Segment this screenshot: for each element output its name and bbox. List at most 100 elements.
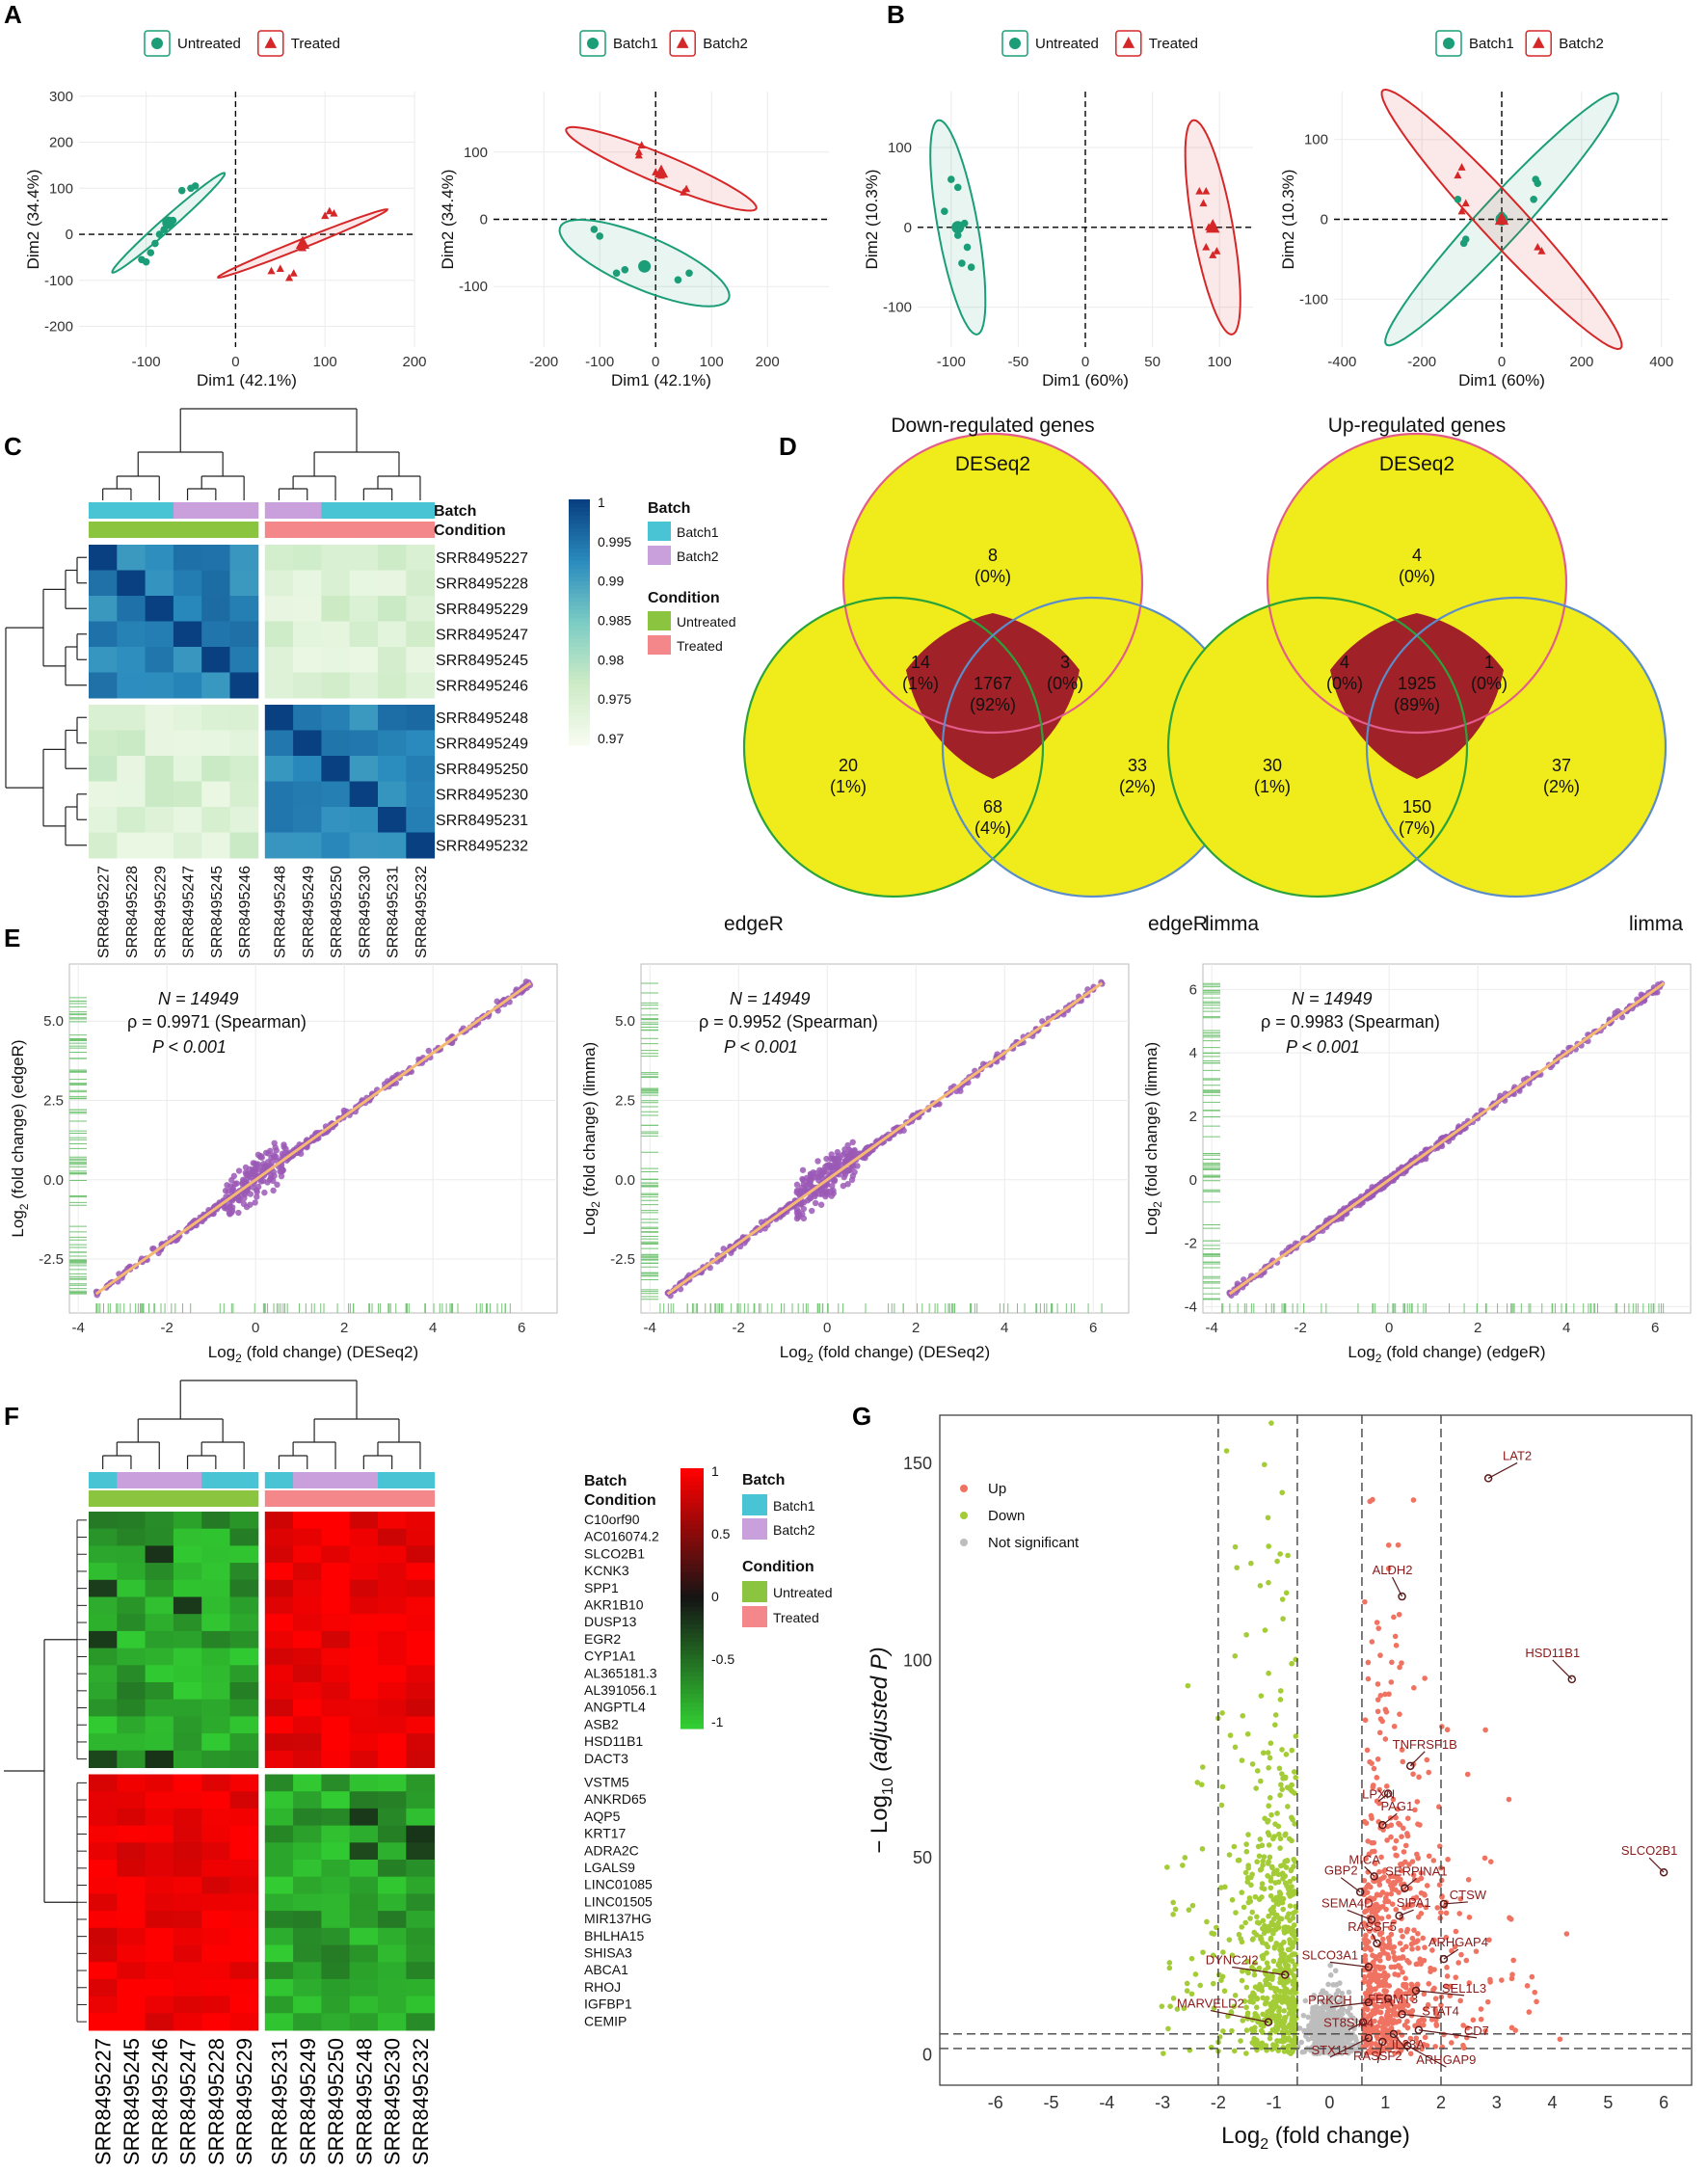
point-up xyxy=(1402,1975,1408,1982)
heatmap-cell xyxy=(117,1579,147,1597)
colorbar-segment xyxy=(681,1576,704,1582)
heatmap-cell xyxy=(406,1996,436,2014)
x-tick-label: 2 xyxy=(1474,1320,1481,1336)
point-down xyxy=(1170,1912,1176,1917)
heatmap-cell xyxy=(117,1978,147,1997)
heatmap-cell xyxy=(117,545,147,571)
point-up xyxy=(1526,2009,1533,2015)
point-down xyxy=(1279,1786,1285,1792)
heatmap-cell xyxy=(264,1682,294,1701)
point-not-significant xyxy=(1321,2029,1327,2036)
data-point xyxy=(233,1180,240,1187)
colorbar-segment xyxy=(569,663,590,668)
batch-annotation-cell xyxy=(145,1472,174,1488)
point-down xyxy=(1232,1653,1239,1659)
heatmap-cell xyxy=(201,1893,230,1912)
point-not-significant xyxy=(1346,2020,1352,2026)
point-batch1 xyxy=(1454,195,1462,203)
heatmap-cell xyxy=(201,1614,230,1632)
column-label: SRR8495230 xyxy=(381,2038,405,2165)
point-down xyxy=(1277,2022,1284,2028)
point-up xyxy=(1391,1614,1397,1621)
y-tick-label: 2.5 xyxy=(615,1093,635,1110)
gene-label: KCNK3 xyxy=(584,1563,629,1578)
point-up xyxy=(1399,1834,1404,1839)
colorbar-segment xyxy=(569,499,590,504)
heatmap-cell xyxy=(321,570,351,597)
x-tick-label: 50 xyxy=(1144,354,1161,370)
point-batch1 xyxy=(1534,179,1542,188)
point-down xyxy=(1277,1688,1284,1694)
heatmap-cell xyxy=(117,1699,147,1717)
point-down xyxy=(1268,1420,1274,1426)
point-up xyxy=(1458,1951,1464,1958)
point-not-significant xyxy=(1332,1968,1339,1974)
heatmap-cell xyxy=(264,1791,294,1809)
heatmap-cell xyxy=(321,1648,351,1666)
point-not-significant xyxy=(1316,2019,1321,2025)
colorbar-tick: 0.985 xyxy=(598,613,631,629)
heatmap-cell xyxy=(406,647,436,673)
heatmap-cell xyxy=(173,756,202,782)
condition-annotation-cell xyxy=(264,1490,294,1507)
heatmap-cell xyxy=(321,1893,351,1912)
point-down xyxy=(1266,1975,1271,1982)
condition-annotation-cell xyxy=(321,522,351,538)
point-treated xyxy=(267,266,276,275)
heatmap-cell xyxy=(264,1825,294,1843)
point-down xyxy=(1265,1817,1271,1824)
column-label: SRR8495232 xyxy=(414,866,430,958)
gene-label: ANKRD65 xyxy=(584,1791,647,1807)
point-down xyxy=(1184,1988,1190,1994)
heatmap-cell xyxy=(117,1876,147,1894)
point-not-significant xyxy=(1327,2036,1334,2043)
colorbar-segment xyxy=(681,1706,704,1712)
data-point xyxy=(843,1167,850,1175)
point-up xyxy=(1422,1675,1428,1681)
x-tick-label: -4 xyxy=(72,1320,85,1336)
point-down xyxy=(1271,1869,1277,1875)
legend-label-2: Batch2 xyxy=(1559,36,1604,52)
heatmap-cell xyxy=(229,1545,259,1564)
colorbar-tick: 0.995 xyxy=(598,534,631,549)
heatmap-cell xyxy=(89,730,118,757)
point-down xyxy=(1257,1836,1264,1842)
point-down xyxy=(1268,1921,1274,1928)
heatmap-cell xyxy=(173,1876,202,1894)
point-down xyxy=(1265,1943,1271,1950)
y-axis-title: Dim2 (34.4%) xyxy=(439,170,457,270)
heatmap-cell xyxy=(145,705,174,731)
point-not-significant xyxy=(1339,1990,1346,1997)
subscript: 2 xyxy=(17,1203,31,1210)
colorbar-segment xyxy=(569,716,590,722)
point-not-significant xyxy=(1325,2015,1332,2022)
heatmap-cell xyxy=(321,1733,351,1752)
heatmap-cell xyxy=(173,596,202,622)
heatmap-cell xyxy=(117,1996,147,2014)
plot-frame xyxy=(939,1414,1693,2086)
point-down xyxy=(1276,1765,1283,1772)
column-label: SRR8495250 xyxy=(329,866,345,958)
heatmap-cell xyxy=(378,1860,407,1878)
batch-annotation-cell xyxy=(229,502,259,519)
heatmap-cell xyxy=(173,1512,202,1530)
point-up xyxy=(1379,1718,1385,1725)
heatmap-cell xyxy=(349,672,379,699)
point-down xyxy=(1252,1984,1259,1990)
colorbar-segment xyxy=(569,675,590,681)
column-label: SRR8495232 xyxy=(409,2038,433,2165)
heatmap-cell xyxy=(264,1648,294,1666)
column-label: SRR8495229 xyxy=(232,2038,256,2165)
x-tick-label: 100 xyxy=(700,354,724,370)
colorbar-segment xyxy=(681,1607,704,1613)
point-up xyxy=(1407,2050,1414,2057)
point-down xyxy=(1239,1924,1245,1930)
heatmap-cell xyxy=(349,1893,379,1912)
heatmap-cell xyxy=(264,1665,294,1683)
colorbar-segment xyxy=(681,1598,704,1604)
heatmap-cell xyxy=(349,1614,379,1632)
colorbar-segment xyxy=(569,573,590,578)
point-up xyxy=(1449,2040,1454,2046)
point-down xyxy=(1261,1886,1268,1892)
legend-label-2: Treated xyxy=(291,36,340,52)
